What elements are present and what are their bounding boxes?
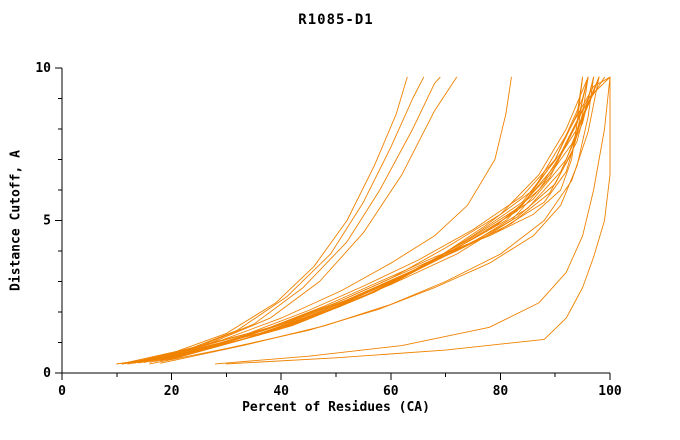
curve — [154, 76, 600, 362]
x-axis-label: Percent of Residues (CA) — [242, 400, 430, 415]
curve — [132, 76, 595, 364]
curve — [138, 76, 589, 362]
chart-title: R1085-D1 — [298, 12, 374, 28]
curve — [121, 76, 589, 365]
curve — [121, 76, 589, 365]
curve — [132, 76, 425, 364]
x-tick-label: 80 — [493, 384, 509, 399]
curve — [116, 76, 584, 365]
curve — [138, 76, 595, 364]
curve — [149, 76, 600, 363]
curve — [214, 76, 611, 365]
curve — [143, 76, 512, 363]
curve — [225, 76, 611, 365]
curve — [116, 76, 589, 365]
curve — [127, 76, 408, 365]
x-tick-label: 100 — [598, 384, 622, 399]
curve — [127, 76, 589, 365]
x-tick-label: 60 — [383, 384, 399, 399]
curve — [171, 76, 611, 360]
x-tick-label: 40 — [273, 384, 289, 399]
y-tick-label: 0 — [43, 366, 51, 381]
curve — [160, 76, 600, 364]
curve — [160, 76, 605, 362]
y-tick-label: 5 — [43, 214, 51, 229]
x-tick-label: 0 — [58, 384, 66, 399]
curve — [165, 76, 611, 361]
curve — [127, 76, 584, 363]
x-tick-label: 20 — [164, 384, 180, 399]
y-tick-label: 10 — [35, 61, 51, 76]
curve — [143, 76, 458, 363]
curve — [138, 76, 441, 363]
